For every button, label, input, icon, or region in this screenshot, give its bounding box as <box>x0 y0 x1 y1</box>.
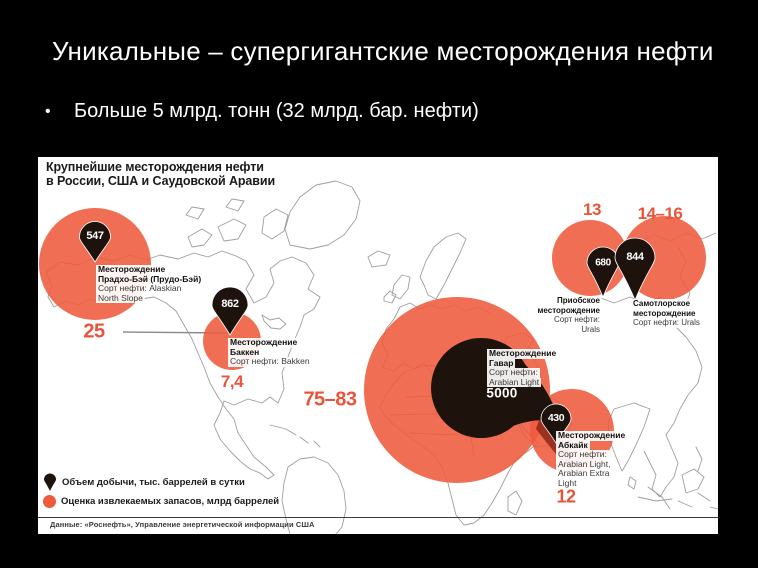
slide-title: Уникальные – супергигантские месторожден… <box>52 36 714 66</box>
greenland-outline <box>284 180 361 250</box>
bullet-marker: • <box>45 103 51 120</box>
reserves-value-abqaiq: 12 <box>556 486 576 507</box>
map-title: Крупнейшие месторождения нефти в России,… <box>46 160 276 188</box>
reserves-value-priobskoye: 13 <box>583 200 601 219</box>
production-value-ghawar: 5000 <box>486 385 518 401</box>
south-america-outline <box>281 456 347 534</box>
map-title-line2: в России, США и Саудовской Аравии <box>46 173 276 188</box>
se-asia-islands <box>637 446 718 510</box>
source-divider <box>38 517 718 518</box>
field-label-ghawar: Месторождение Гавар Сорт нефти: Arabian … <box>487 348 559 387</box>
field-label-abqaiq: Месторождение Абкайк Сорт нефти: Arabian… <box>556 430 628 488</box>
reserves-value-ghawar: 75–83 <box>303 388 357 411</box>
reserves-value-bakken: 7,4 <box>220 372 244 391</box>
production-pin-bakken <box>211 286 249 336</box>
reserves-value-prudhoe-bay: 25 <box>83 320 105 343</box>
map-legend: Объем добычи, тыс. баррелей в сутки Оцен… <box>43 473 279 508</box>
reserve-circle-icon <box>43 495 56 508</box>
bullet-text: Больше 5 млрд. тонн (32 млрд. бар. нефти… <box>74 100 479 122</box>
arctic-islands <box>185 198 289 248</box>
north-america-outline <box>45 250 321 480</box>
oil-fields-infographic: Крупнейшие месторождения нефти в России,… <box>38 157 718 534</box>
legend-reserves-label: Оценка извлекаемых запасов, млрд барреле… <box>61 496 280 507</box>
field-label-prudhoe-bay: Месторождение Прадхо-Бэй (Прудо-Бэй) Сор… <box>96 264 204 303</box>
iceland-outline <box>367 250 391 268</box>
caribbean-islands <box>269 424 321 448</box>
production-value-priobskoye: 680 <box>595 257 611 269</box>
field-label-priobskoye: Приобское месторождение Сорт нефти: Ural… <box>535 296 602 334</box>
field-label-bakken: Месторождение Баккен Сорт нефти: Bakken <box>228 337 312 367</box>
madagascar-outline <box>507 490 523 516</box>
bullet-item: • Больше 5 млрд. тонн (32 млрд. бар. неф… <box>45 100 479 123</box>
production-value-samotlor: 844 <box>626 251 644 263</box>
production-pin-abqaiq <box>540 403 572 444</box>
production-pin-prudhoe-bay <box>79 221 111 263</box>
east-asia-coast <box>643 316 703 498</box>
scandinavia-outline <box>419 232 467 300</box>
map-title-line1: Крупнейшие месторождения нефти <box>46 160 264 174</box>
great-lakes <box>261 314 287 330</box>
legend-reserves-row: Оценка извлекаемых запасов, млрд барреле… <box>43 495 279 508</box>
reserves-value-samotlor: 14–16 <box>637 204 683 223</box>
oil-drop-icon <box>44 473 56 491</box>
production-pin-priobskoye <box>586 246 620 299</box>
uk-ireland-outline <box>383 274 411 304</box>
legend-production-label: Объем добычи, тыс. баррелей в сутки <box>62 477 245 488</box>
production-pin-samotlor <box>614 237 656 302</box>
legend-production-row: Объем добычи, тыс. баррелей в сутки <box>43 473 279 492</box>
production-value-bakken: 862 <box>221 298 239 310</box>
field-label-samotlor: Самотлорское месторождение Сорт нефти: U… <box>631 299 702 328</box>
production-value-abqaiq: 430 <box>547 412 565 424</box>
production-value-prudhoe-bay: 547 <box>86 230 104 242</box>
data-source: Данные: «Роснефть», Управление энергетич… <box>50 520 315 529</box>
